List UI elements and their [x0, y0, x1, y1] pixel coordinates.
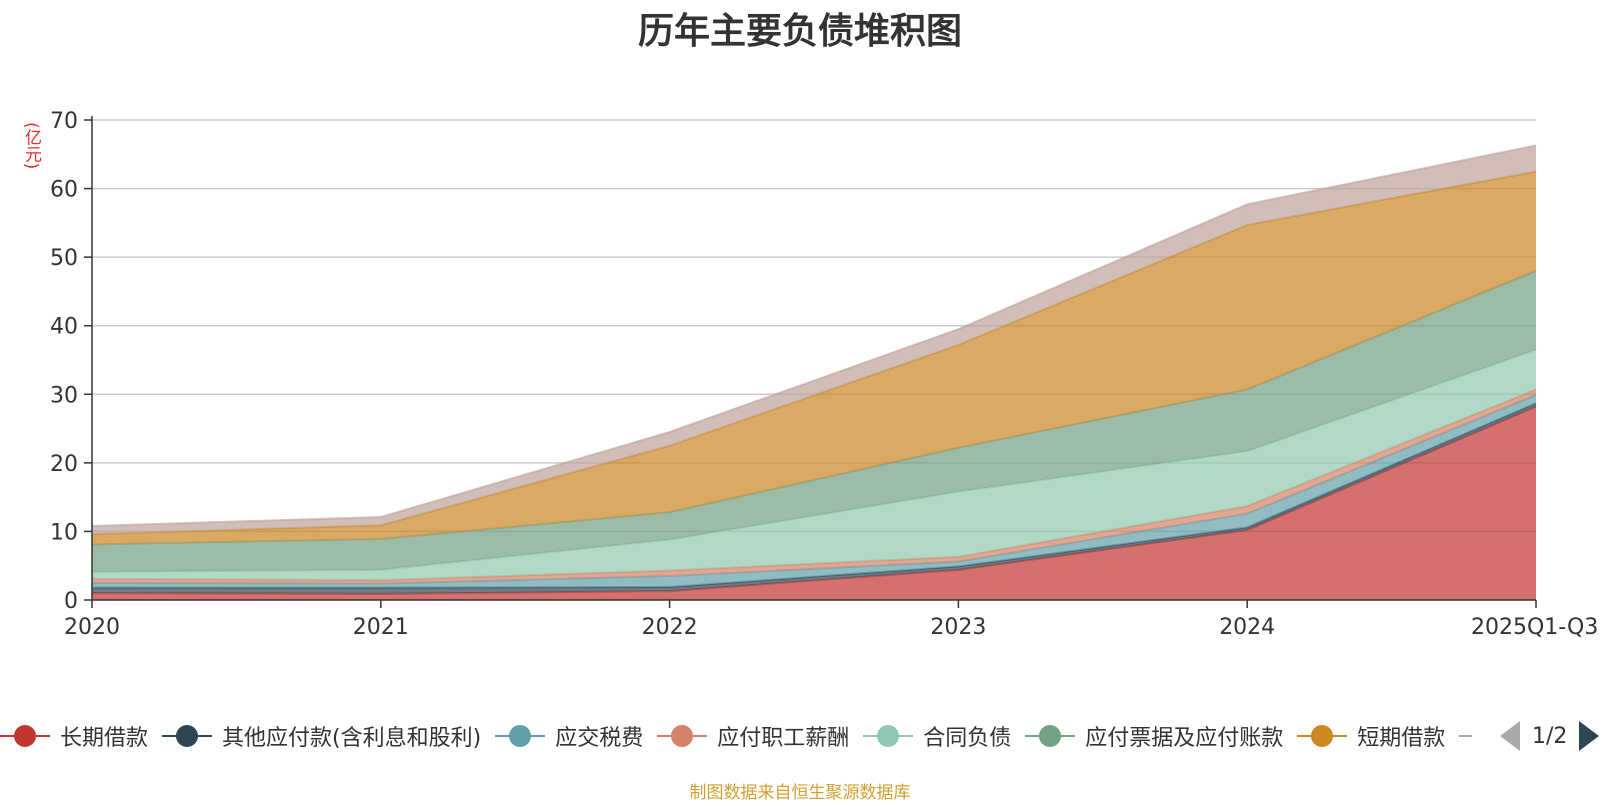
legend-item-0[interactable]: 长期借款	[0, 718, 148, 754]
stacked-area-chart: 0 10 20 30 40 50 60 70 2020 2021 2022 2023 2024 2025Q…	[50, 109, 1598, 640]
y-tick-label: 20	[50, 452, 78, 477]
legend-marker-icon	[1297, 723, 1348, 749]
legend-label: 应交税费	[555, 726, 644, 751]
y-tick-label: 40	[50, 315, 78, 340]
legend-label: 长期借款	[60, 726, 149, 751]
y-tick-label: 60	[50, 178, 78, 203]
legend-marker-icon	[657, 723, 708, 749]
legend-item-5[interactable]: 应付票据及应付账款	[1025, 718, 1283, 754]
legend-page-indicator: 1/2	[1532, 723, 1568, 749]
legend-item-6[interactable]: 短期借款	[1297, 718, 1445, 754]
legend-label: 其他应付款(含利息和股利)	[222, 726, 482, 751]
area-series-6[interactable]	[92, 171, 1536, 545]
x-tick-label: 2020	[64, 615, 120, 640]
legend-prev-arrow-icon[interactable]	[1500, 721, 1520, 751]
legend-item-7[interactable]: 其他	[1459, 718, 1472, 754]
legend-marker-icon	[1025, 723, 1076, 749]
area-series	[91, 144, 1537, 600]
legend-label: 合同负债	[923, 726, 1012, 751]
y-tick-label: 0	[64, 589, 78, 614]
legend-marker-icon	[863, 723, 914, 749]
area-series-0[interactable]	[92, 406, 1536, 600]
legend-pager: 1/2	[1500, 718, 1600, 754]
legend-marker-icon	[1459, 723, 1472, 749]
x-tick-label: 2024	[1219, 615, 1275, 640]
area-series-7[interactable]	[92, 145, 1536, 535]
x-tick-label: 2022	[642, 615, 698, 640]
legend-next-arrow-icon[interactable]	[1579, 721, 1600, 751]
x-tick-label: 2025Q1-Q3	[1471, 615, 1598, 640]
y-axis-unit-label: (亿元)	[21, 122, 41, 170]
legend-item-1[interactable]: 其他应付款(含利息和股利)	[162, 718, 481, 754]
legend-marker-icon	[495, 723, 546, 749]
legend-marker-icon	[0, 723, 50, 749]
area-line-7	[91, 144, 1537, 527]
y-tick-label: 70	[50, 109, 78, 134]
y-tick-label: 10	[50, 520, 78, 545]
chart-title: 历年主要负债堆积图	[637, 11, 962, 52]
legend-label: 应付票据及应付账款	[1085, 726, 1284, 751]
x-tick-label: 2021	[353, 615, 409, 640]
y-tick-label: 30	[50, 383, 78, 408]
legend-item-3[interactable]: 应付职工薪酬	[657, 718, 849, 754]
legend-label: 应付职工薪酬	[717, 726, 850, 751]
axes: 0 10 20 30 40 50 60 70 2020 2021 2022 2023 2024 2025Q…	[50, 109, 1598, 640]
area-series-4[interactable]	[92, 349, 1536, 581]
legend-item-4[interactable]: 合同负债	[863, 718, 1011, 754]
legend-label: 短期借款	[1357, 726, 1446, 751]
legend-items: 长期借款 其他应付款(含利息和股利) 应交税费 应付职工薪酬 合同负债 应付票据及应付账款…	[0, 718, 1472, 754]
x-tick-label: 2023	[930, 615, 986, 640]
legend-marker-icon	[162, 723, 213, 749]
legend-item-2[interactable]: 应交税费	[495, 718, 643, 754]
legend: 长期借款 其他应付款(含利息和股利) 应交税费 应付职工薪酬 合同负债 应付票据及应付账款…	[0, 718, 1600, 754]
data-source-note: 制图数据来自恒生聚源数据库	[689, 783, 911, 803]
y-tick-label: 50	[50, 246, 78, 271]
